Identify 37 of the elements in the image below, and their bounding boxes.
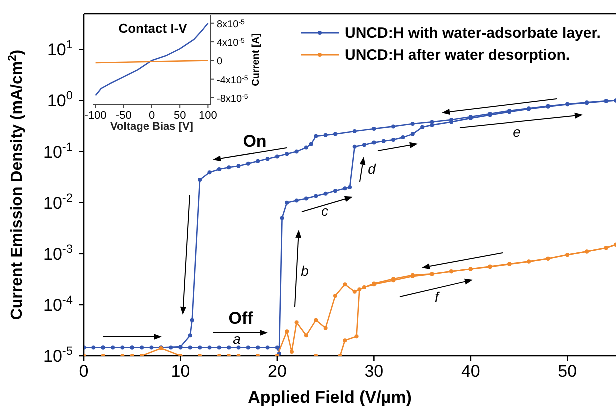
x-tick-label: 30	[364, 362, 384, 381]
annotation: a	[233, 330, 242, 347]
annotation: f	[435, 288, 442, 305]
x-tick-label: -50	[116, 110, 132, 122]
y2-tick-label: -8x10$^{-5}$	[217, 94, 248, 106]
annotation: On	[243, 132, 267, 152]
x-tick-label: 20	[268, 362, 287, 381]
legend-label: UNCD:H with water-adsorbate layer.	[345, 24, 601, 42]
y2-tick-label: 0	[217, 56, 223, 68]
y-tick-label: 10$^{0}$	[47, 88, 74, 111]
x-tick-label: 0	[79, 362, 89, 381]
x-tick-label: 10	[171, 362, 190, 381]
x-tick-label: 50	[174, 110, 186, 122]
x-tick-label: 50	[558, 362, 578, 381]
x-axis-title: Applied Field (V/µm)	[248, 388, 412, 407]
legend-label: UNCD:H after water desorption.	[345, 46, 570, 64]
y2-tick-label: 4x10$^{-5}$	[217, 38, 246, 50]
x-tick-label: -100	[84, 110, 107, 122]
annotation: Off	[228, 309, 254, 328]
x-axis-title: Voltage Bias [V]	[110, 121, 194, 133]
y2-axis-title: Current [A]	[251, 34, 262, 86]
x-tick-label: 40	[461, 362, 480, 381]
y2-tick-label: -4x10$^{-5}$	[217, 74, 248, 86]
text: Contact I-V	[118, 21, 188, 36]
x-tick-label: 100	[199, 110, 218, 122]
x-tick-label: 0	[148, 110, 156, 122]
annotation: b	[301, 262, 310, 279]
y-tick-label: 10$^{-1}$	[44, 140, 74, 162]
y-tick-label: 10$^{1}$	[47, 38, 74, 60]
annotation: c	[322, 202, 328, 219]
y-tick-label: 10$^{-4}$	[44, 292, 74, 315]
annotation: d	[368, 160, 378, 177]
y-tick-label: 10$^{-3}$	[44, 242, 74, 264]
y-tick-label: 10$^{-2}$	[44, 190, 74, 213]
y2-tick-label: 8x10$^{-5}$	[217, 18, 246, 30]
y-tick-label: 10$^{-5}$	[44, 344, 74, 366]
annotation: e	[513, 124, 522, 140]
